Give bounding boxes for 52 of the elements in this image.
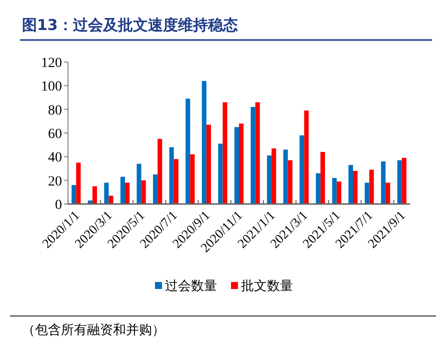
bar (120, 176, 125, 204)
bar (316, 173, 320, 204)
y-tick-label: 60 (48, 127, 62, 142)
bar (397, 160, 402, 204)
bar (174, 159, 178, 204)
bar (402, 158, 406, 204)
bar (76, 162, 81, 204)
bar (364, 182, 370, 204)
bar (104, 182, 109, 204)
y-tick-label: 20 (48, 174, 62, 190)
bar (348, 164, 353, 204)
bar (267, 155, 272, 204)
bar (369, 170, 374, 204)
bar (353, 170, 358, 204)
bar (218, 144, 223, 204)
bar (283, 150, 288, 204)
bar (206, 124, 211, 204)
bar (234, 127, 239, 204)
bar (300, 135, 304, 204)
legend-label: 过会数量 (165, 279, 217, 294)
bar (222, 102, 228, 204)
bar (288, 160, 292, 204)
bar (92, 186, 97, 204)
bar (336, 182, 342, 204)
bar (320, 152, 325, 204)
bar (158, 138, 162, 204)
bar (72, 185, 76, 204)
y-tick-label: 100 (41, 80, 62, 95)
chart-title: 图13：过会及批文速度维持稳态 (22, 16, 238, 34)
bar (169, 147, 174, 204)
bar (386, 182, 390, 204)
bar (332, 178, 337, 204)
bar (186, 98, 190, 204)
bar (255, 102, 260, 204)
bar (202, 80, 206, 204)
bar (190, 154, 195, 204)
bar (250, 106, 256, 204)
y-tick-label: 120 (41, 56, 62, 71)
bar (272, 148, 276, 204)
text: （包含所有融资和并购） (22, 323, 165, 338)
y-tick-label: 80 (48, 103, 62, 118)
bar (381, 161, 386, 204)
bar (136, 164, 142, 204)
bar (304, 110, 309, 204)
bar (141, 180, 146, 204)
bar (153, 174, 158, 204)
bar (125, 182, 130, 204)
bar (108, 196, 114, 204)
y-tick-label: 0 (55, 198, 62, 213)
y-tick-label: 40 (48, 150, 62, 166)
legend-label: 批文数量 (241, 279, 293, 294)
bar (239, 124, 244, 204)
